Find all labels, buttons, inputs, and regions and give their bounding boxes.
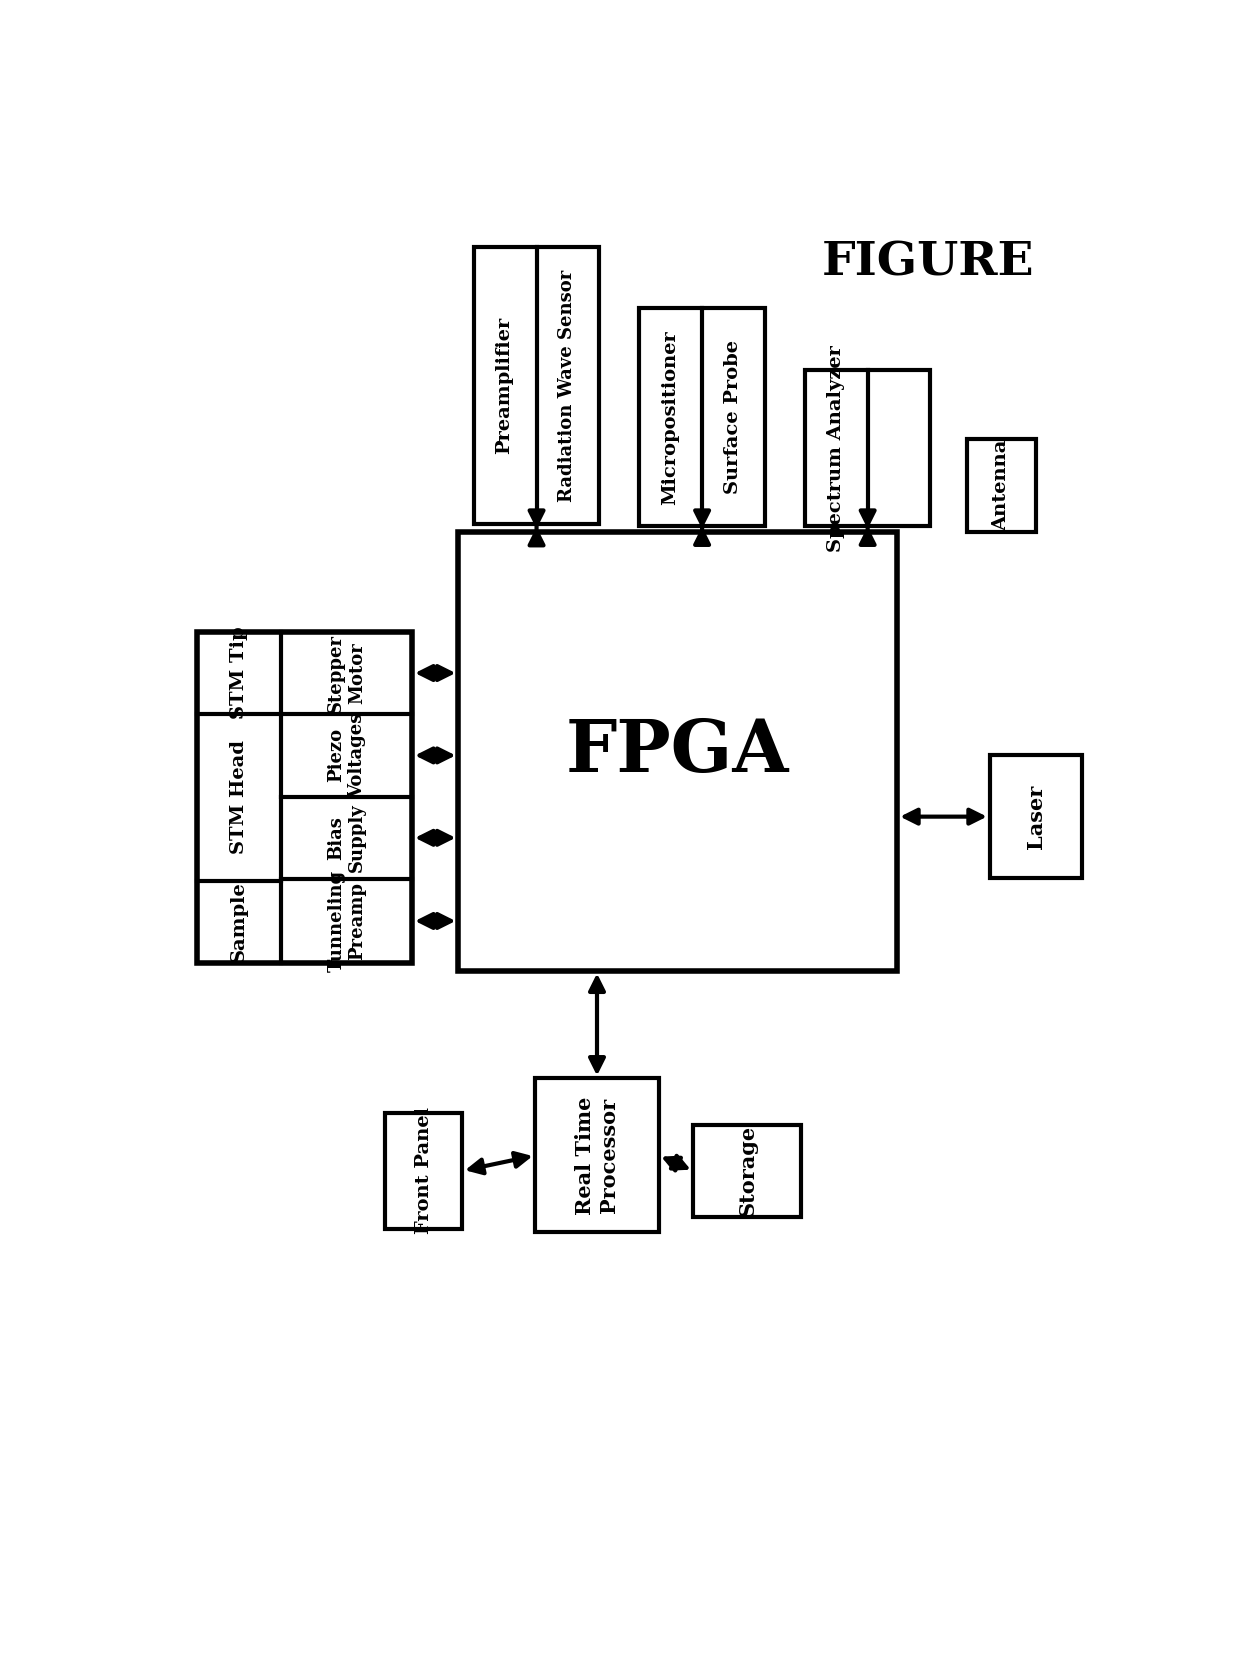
Bar <box>967 440 1035 532</box>
Bar <box>990 756 1083 878</box>
Bar <box>459 532 898 971</box>
Text: Tunneling
Preamp: Tunneling Preamp <box>327 869 366 971</box>
Bar <box>386 1114 463 1229</box>
Text: STM Tip: STM Tip <box>229 627 248 719</box>
Bar <box>536 1078 658 1232</box>
Bar <box>640 308 765 527</box>
Bar <box>474 247 599 523</box>
Text: Piezo
Voltages: Piezo Voltages <box>327 712 366 798</box>
Text: Micropositioner: Micropositioner <box>661 329 680 505</box>
Bar <box>197 632 412 963</box>
Text: FIGURE: FIGURE <box>822 239 1034 286</box>
Text: Stepper
Motor: Stepper Motor <box>327 634 366 712</box>
Text: Surface Probe: Surface Probe <box>724 341 742 495</box>
Text: Antenna: Antenna <box>992 440 1011 532</box>
Text: Bias
Supply: Bias Supply <box>327 804 366 873</box>
Text: Radiation Wave Sensor: Radiation Wave Sensor <box>558 269 577 502</box>
Text: Front Panel: Front Panel <box>414 1107 433 1234</box>
Text: Storage: Storage <box>737 1125 758 1217</box>
Text: Real Time
Processor: Real Time Processor <box>575 1097 619 1214</box>
Text: Spectrum Analyzer: Spectrum Analyzer <box>827 344 844 552</box>
Text: Sample: Sample <box>229 881 248 961</box>
Bar <box>805 370 930 527</box>
Text: STM Head: STM Head <box>229 741 248 854</box>
Text: FPGA: FPGA <box>567 716 790 788</box>
Text: Preamplifier: Preamplifier <box>496 316 513 455</box>
Bar <box>693 1125 801 1217</box>
Text: Laser: Laser <box>1025 784 1045 849</box>
